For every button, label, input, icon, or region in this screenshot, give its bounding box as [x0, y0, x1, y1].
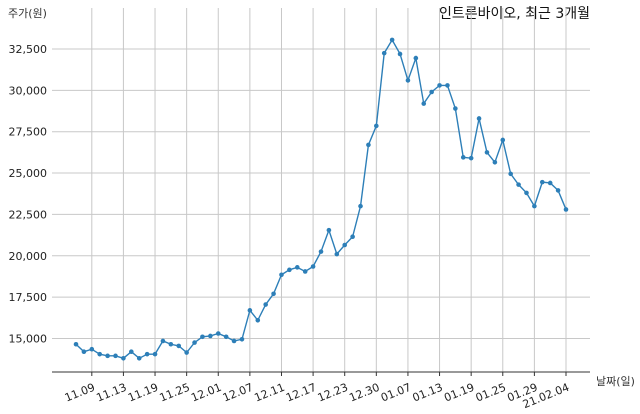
data-point: [160, 338, 166, 344]
y-tick-label: 15,000: [9, 332, 48, 345]
y-tick-label: 20,000: [9, 250, 48, 263]
data-point: [492, 160, 498, 165]
price-series: [73, 37, 569, 361]
data-point: [255, 317, 261, 323]
y-tick-label: 17,500: [9, 291, 48, 304]
data-point: [302, 269, 308, 274]
data-point: [271, 291, 276, 297]
data-point: [168, 341, 174, 347]
data-point: [208, 333, 213, 339]
data-point: [429, 89, 434, 95]
data-point: [374, 123, 379, 129]
chart-title: 인트론바이오, 최근 3개월: [439, 6, 590, 22]
price-line: [75, 38, 567, 360]
data-point: [152, 351, 158, 357]
axes: [52, 371, 590, 376]
data-point: [279, 272, 284, 278]
data-point: [176, 343, 182, 349]
y-tick-labels: 15,000 17,500 20,000 22,500 25,000 27,500 30,0…: [9, 43, 48, 345]
data-point: [500, 137, 506, 143]
data-point: [389, 37, 395, 43]
x-tick-label: 12.07: [221, 381, 255, 405]
data-point: [136, 356, 142, 361]
x-tick-label: 12.23: [316, 381, 350, 405]
data-point: [184, 350, 189, 355]
data-point: [144, 351, 150, 357]
x-axis-label: 날짜(일): [596, 374, 635, 388]
data-point: [366, 142, 371, 148]
data-point: [287, 267, 292, 273]
data-point: [524, 190, 529, 196]
y-tick-label: 22,500: [9, 208, 48, 221]
y-tick-label: 32,500: [9, 43, 48, 56]
data-point: [358, 203, 363, 209]
data-point: [508, 171, 513, 177]
data-point: [192, 340, 197, 345]
data-point: [342, 242, 348, 248]
x-tick-label: 01.13: [411, 381, 445, 405]
x-tick-label: 01.25: [474, 381, 508, 405]
data-point: [294, 265, 300, 270]
grid-lines: [52, 8, 590, 372]
data-point: [381, 50, 387, 56]
x-tick-label: 11.13: [94, 381, 128, 405]
data-point: [215, 331, 221, 336]
data-point: [318, 249, 324, 254]
data-point: [555, 188, 561, 193]
data-point: [453, 106, 458, 111]
data-point: [231, 338, 237, 344]
data-point: [547, 180, 553, 186]
data-point: [73, 341, 79, 347]
data-point: [468, 155, 474, 161]
data-point: [113, 353, 118, 359]
data-point: [326, 227, 332, 233]
data-point: [532, 203, 537, 209]
data-point: [97, 351, 103, 357]
x-tick-label: 11.19: [126, 381, 160, 405]
x-tick-label: 12.01: [189, 381, 223, 405]
data-point: [445, 83, 450, 88]
data-point: [223, 334, 229, 340]
data-point: [539, 179, 545, 185]
data-point: [350, 234, 355, 240]
x-tick-label: 12.17: [284, 381, 318, 405]
y-tick-label: 27,500: [9, 126, 48, 139]
data-point: [200, 334, 205, 340]
data-point: [239, 336, 245, 342]
x-tick-label: 01.19: [442, 381, 476, 405]
data-point: [476, 116, 482, 121]
x-tick-label: 11.09: [63, 381, 97, 405]
data-point: [121, 356, 126, 361]
data-point: [334, 251, 340, 257]
data-point: [397, 51, 403, 57]
data-point: [421, 101, 427, 106]
data-point: [563, 207, 569, 212]
data-point: [263, 302, 268, 307]
data-point: [89, 346, 95, 352]
x-tick-labels: 11.0911.1311.1911.2512.0112.0712.1112.17…: [63, 381, 571, 411]
x-tick-label: 12.11: [253, 381, 287, 405]
data-point: [310, 264, 316, 269]
data-point: [81, 349, 87, 354]
data-point: [129, 349, 134, 354]
x-tick-label: 12.30: [347, 381, 381, 405]
data-point: [484, 150, 490, 155]
y-tick-label: 25,000: [9, 167, 48, 180]
data-point: [413, 55, 419, 61]
data-point: [105, 353, 110, 359]
x-tick-label: 11.25: [158, 381, 192, 405]
y-tick-label: 30,000: [9, 84, 48, 97]
data-point: [405, 78, 411, 83]
data-point: [437, 83, 442, 88]
data-point: [247, 308, 253, 313]
data-point: [460, 155, 466, 160]
data-point: [516, 182, 521, 187]
y-axis-label: 주가(원): [8, 7, 47, 20]
x-tick-label: 01.07: [379, 381, 413, 405]
